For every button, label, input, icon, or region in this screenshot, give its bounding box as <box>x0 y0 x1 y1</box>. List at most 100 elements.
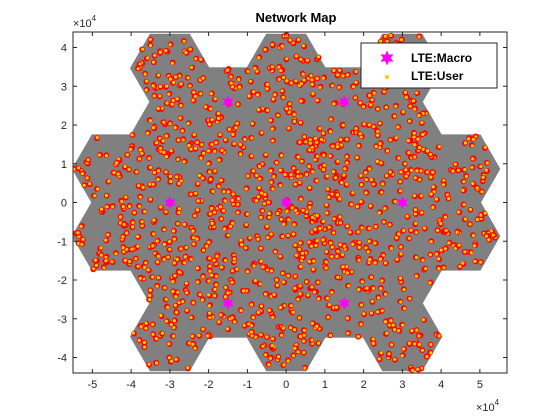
user-point <box>427 341 434 348</box>
user-point <box>243 185 250 192</box>
user-point <box>231 255 238 262</box>
user-point <box>469 164 476 171</box>
y-multiplier: ×104 <box>73 14 97 30</box>
user-point <box>281 220 288 227</box>
user-point <box>192 146 199 152</box>
user-point <box>221 197 228 204</box>
user-point <box>452 161 459 168</box>
user-point <box>250 314 256 320</box>
user-point <box>460 187 467 194</box>
user-point <box>338 137 344 143</box>
user-point <box>184 74 191 81</box>
user-point <box>330 229 337 236</box>
user-point <box>437 221 444 228</box>
user-point <box>168 321 175 328</box>
user-point <box>172 302 179 309</box>
user-point <box>316 125 323 132</box>
user-point <box>268 179 275 185</box>
user-point <box>168 101 175 108</box>
user-point <box>151 52 158 59</box>
user-point <box>200 175 207 182</box>
user-point <box>237 142 244 148</box>
user-point <box>357 100 363 106</box>
x-tick: -1 <box>242 32 252 391</box>
user-point <box>303 170 310 177</box>
user-point <box>330 142 336 149</box>
user-point <box>160 119 167 126</box>
user-point <box>207 263 213 270</box>
user-point <box>391 198 398 205</box>
user-point <box>269 41 276 48</box>
user-point <box>419 256 426 263</box>
user-point <box>165 254 172 260</box>
user-point <box>249 120 256 127</box>
user-point <box>300 349 307 356</box>
user-point <box>271 173 278 179</box>
user-point <box>306 163 313 169</box>
user-point <box>285 232 292 239</box>
user-point <box>358 320 364 327</box>
user-point <box>220 208 226 214</box>
user-point <box>379 277 386 284</box>
user-point <box>323 202 330 209</box>
user-point <box>321 151 328 158</box>
user-point <box>194 207 201 214</box>
user-point <box>353 125 360 132</box>
user-point <box>162 296 169 303</box>
user-point <box>259 207 266 214</box>
user-point <box>299 158 305 165</box>
user-point <box>134 244 141 250</box>
user-point <box>207 302 214 308</box>
user-point <box>334 159 341 166</box>
user-point <box>208 117 215 124</box>
user-point <box>84 175 91 182</box>
user-point <box>306 203 313 210</box>
user-point <box>212 292 219 299</box>
user-point <box>177 102 184 109</box>
user-point <box>369 298 376 305</box>
user-point <box>337 219 344 226</box>
user-point <box>391 326 398 333</box>
user-point <box>147 287 154 294</box>
user-point <box>171 228 178 234</box>
user-point <box>113 250 119 256</box>
user-point <box>215 115 222 122</box>
user-point <box>335 144 341 151</box>
user-point <box>306 147 313 154</box>
user-point <box>316 225 323 232</box>
user-point <box>441 181 447 188</box>
user-point <box>263 81 270 88</box>
user-point <box>174 220 181 227</box>
user-point <box>315 54 322 61</box>
user-point <box>469 142 475 149</box>
user-point <box>123 229 130 236</box>
user-point <box>230 131 237 138</box>
user-point <box>258 130 265 137</box>
user-point <box>235 75 242 82</box>
user-point <box>216 156 223 163</box>
user-point <box>442 227 449 234</box>
user-point <box>279 88 286 95</box>
user-point <box>310 267 317 273</box>
user-point <box>377 140 384 147</box>
user-point <box>301 77 308 84</box>
user-point <box>434 227 441 234</box>
user-point <box>237 150 244 157</box>
user-point <box>206 211 213 218</box>
user-point <box>146 361 153 368</box>
user-point <box>354 203 361 210</box>
user-point <box>362 169 369 175</box>
y-axis-ticks: -4 -3 -2 -1 0 1 2 3 4 <box>57 43 507 365</box>
user-point <box>427 279 434 286</box>
user-point <box>367 102 374 109</box>
user-point <box>294 169 301 176</box>
cell-hexagon <box>73 201 152 271</box>
user-point <box>400 109 406 116</box>
user-point <box>319 219 326 225</box>
user-point <box>404 94 410 100</box>
x-tick: -4 <box>126 32 136 391</box>
user-point <box>136 202 142 209</box>
chart-title: Network Map <box>256 10 337 25</box>
user-point <box>173 74 179 80</box>
user-point <box>207 176 214 183</box>
